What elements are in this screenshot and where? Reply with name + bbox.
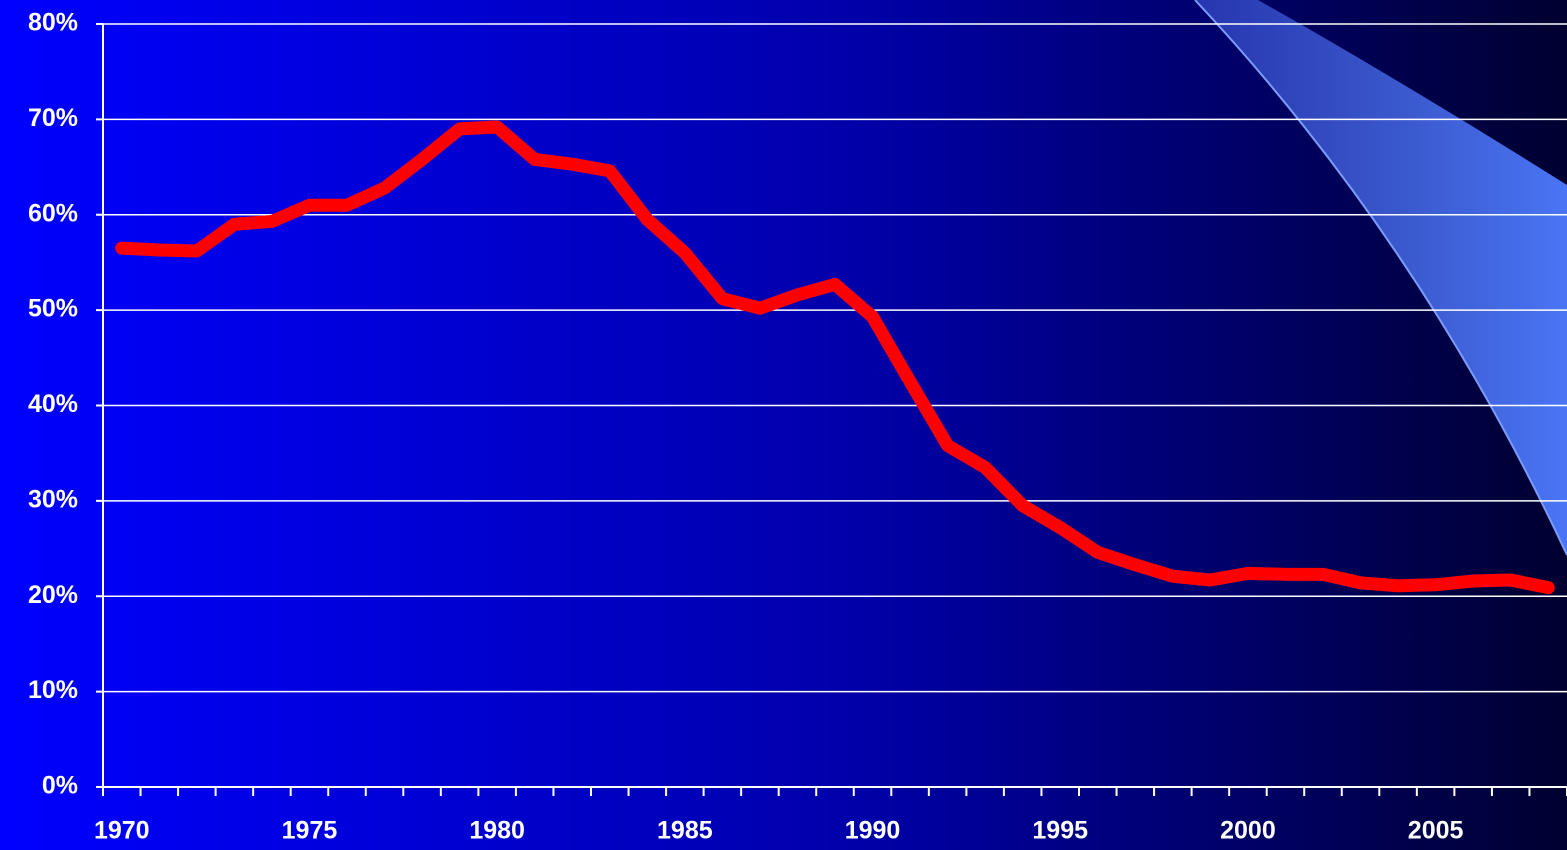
y-tick-label: 60% — [28, 199, 78, 227]
y-tick-label: 10% — [28, 676, 78, 704]
x-tick-label: 1975 — [282, 817, 338, 845]
x-tick-label: 1980 — [469, 817, 525, 845]
y-tick-label: 50% — [28, 295, 78, 323]
y-tick-label: 30% — [28, 485, 78, 513]
y-tick-label: 70% — [28, 104, 78, 132]
y-tick-label: 80% — [28, 9, 78, 37]
decorative-swoosh — [1195, 0, 1567, 555]
y-tick-label: 0% — [42, 772, 78, 800]
x-tick-label: 2005 — [1408, 817, 1464, 845]
y-tick-label: 40% — [28, 390, 78, 418]
x-tick-label: 1995 — [1032, 817, 1088, 845]
swoosh-edge — [1194, 0, 1567, 556]
y-tick-label: 20% — [28, 581, 78, 609]
x-tick-label: 2000 — [1220, 817, 1276, 845]
data-line — [115, 120, 1555, 595]
x-tick-label: 1990 — [845, 817, 901, 845]
x-tick-label: 1985 — [657, 817, 713, 845]
x-tick-label: 1970 — [94, 817, 150, 845]
